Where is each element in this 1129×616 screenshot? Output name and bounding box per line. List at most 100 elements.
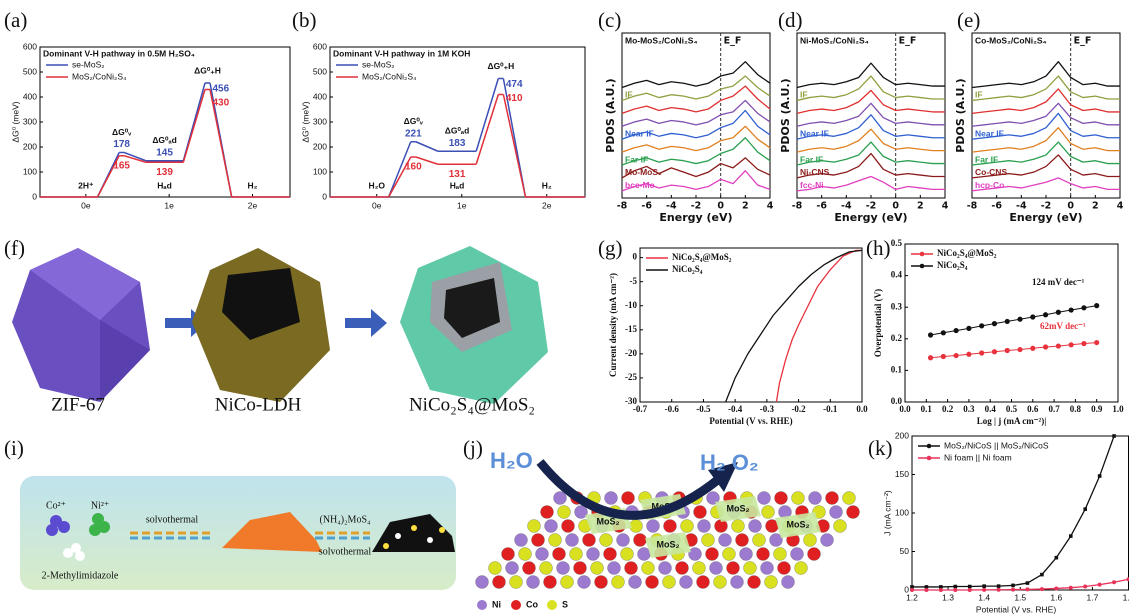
atom (752, 533, 766, 547)
arrow-head (708, 462, 738, 492)
y-tick-label: 100 (23, 166, 37, 176)
point (1039, 587, 1044, 592)
value-label: 131 (449, 169, 466, 180)
point (1054, 586, 1059, 591)
atom (628, 575, 642, 589)
atom (731, 519, 745, 533)
arrow (345, 309, 387, 337)
series-line (971, 112, 1120, 140)
value-label: 456 (213, 84, 230, 95)
series-label: Far IF (975, 154, 998, 164)
series-line (621, 170, 771, 192)
x-tick-label: 0 (892, 201, 899, 212)
y-axis-label: PDOS (A.U.) (954, 78, 967, 152)
y-tick-label: -15 (625, 324, 637, 334)
value-label: 165 (113, 160, 130, 171)
point (1081, 340, 1087, 347)
point (1004, 318, 1010, 325)
x-tick-label: 0.7 (1048, 404, 1060, 414)
ion (89, 524, 101, 536)
atom (846, 505, 860, 519)
ldh-sheet (222, 512, 322, 552)
atom (761, 505, 775, 519)
x-tick-label: -0.5 (696, 404, 711, 414)
x-tick-label: -2 (866, 201, 877, 212)
point (1097, 474, 1102, 478)
y-tick-label: 0.2 (891, 333, 903, 343)
atom (531, 533, 545, 547)
series-label: fcc-Ni (800, 180, 824, 190)
y-tick-label: 400 (23, 91, 37, 101)
x-axis-label: Potential (V vs. RHE) (976, 604, 1056, 614)
x-tick-label: 2 (917, 201, 924, 212)
point (966, 351, 972, 357)
point (967, 588, 972, 592)
y-axis-label: PDOS (A.U.) (779, 78, 792, 152)
atom (808, 491, 822, 505)
figure-label: ZIF-67 (51, 394, 105, 415)
y-tick-label: 100 (313, 166, 327, 176)
y-tick-label: 600 (23, 41, 37, 51)
dot (383, 543, 389, 549)
y-tick-label: 200 (895, 430, 909, 440)
scheme-i: Co²⁺ Ni²⁺ solvothermal (NH₄)₂MoS₄ solvot… (20, 476, 456, 590)
value-label: 160 (405, 162, 422, 173)
value-label: 430 (213, 98, 230, 109)
y-tick-label: 0.0 (891, 396, 903, 406)
atom (842, 491, 856, 505)
y-tick-label: 0.1 (891, 364, 903, 374)
chart-title: Mo-MoS₂/CoNi₂S₄ (625, 35, 698, 45)
ion (46, 524, 58, 536)
series-label: Near IF (975, 128, 1004, 138)
legend-label: Ni foam || Ni foam (944, 452, 1012, 462)
legend-swatch (547, 600, 557, 610)
atom (539, 561, 553, 575)
atom (505, 561, 519, 575)
figure-label: NiCo-LDH (215, 394, 302, 415)
series-label: Co-CNS (975, 167, 1007, 177)
x-tick-label: 4 (767, 201, 774, 212)
series-line (621, 85, 771, 114)
atom (552, 547, 566, 561)
step-label: ΔG⁰ₐd (152, 135, 177, 145)
atom (607, 561, 621, 575)
dot (427, 537, 433, 543)
atom (662, 575, 676, 589)
series-line (621, 137, 771, 166)
y-tick-label: 150 (895, 469, 909, 479)
series-line (796, 62, 945, 89)
atom (646, 519, 660, 533)
legend-label: NiCo₂S₄ (937, 260, 968, 270)
point (1068, 534, 1073, 538)
atom (679, 575, 693, 589)
atom (509, 575, 523, 589)
x-tick-label: 0e (81, 200, 91, 210)
atom (658, 561, 672, 575)
point (982, 587, 987, 592)
point (979, 323, 985, 329)
series-label: IF (625, 90, 633, 100)
step-label: ΔG⁰ᵥ (112, 127, 132, 137)
x-tick-label: 1e (457, 200, 467, 210)
series-label: Far IF (800, 154, 823, 164)
x-tick-label: -8 (617, 201, 628, 212)
atom (574, 505, 588, 519)
series-label: Far IF (625, 154, 648, 164)
legend-label: Co (526, 599, 538, 609)
point (996, 587, 1001, 592)
energy-connector (182, 89, 206, 163)
y-tick-label: 400 (313, 91, 327, 101)
legend-label: se-MoS₂ (72, 59, 105, 69)
atom (557, 505, 571, 519)
legend-marker (926, 443, 932, 449)
scheme-label: (NH₄)₂MoS₄ (319, 514, 371, 525)
figure-label: NiCo₂S₄@MoS₂ (409, 394, 535, 415)
x-axis-label: Energy (eV) (834, 211, 907, 224)
energy-connector (123, 151, 147, 162)
x-tick-label: -8 (967, 201, 978, 212)
x-tick-label: 0.1 (921, 404, 933, 414)
atom (594, 575, 608, 589)
atom (693, 505, 707, 519)
atom (794, 561, 808, 575)
panel-label: (f) (4, 236, 25, 260)
